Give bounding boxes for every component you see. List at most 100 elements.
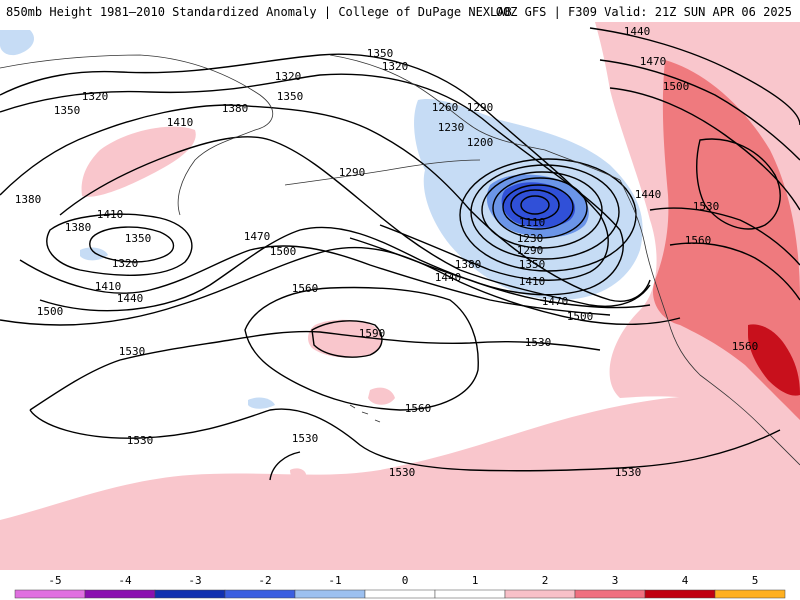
- negative-anomaly-small-2: [248, 397, 275, 409]
- height-contours: [0, 27, 800, 481]
- positive-anomaly-central: [308, 319, 382, 358]
- contour-label: 1230: [517, 232, 544, 245]
- contour-label: 1440: [624, 25, 651, 38]
- contour-1350-closed: [89, 226, 175, 263]
- color-scale-legend: -5 -4 -3 -2 -1 0 1 2 3 4 5: [14, 574, 786, 599]
- alaska-coastline: [329, 54, 621, 181]
- legend-color-segment: [14, 589, 86, 599]
- positive-anomaly-east-strong: [748, 324, 800, 396]
- contour-label: 1470: [244, 230, 271, 243]
- contour-label: 1440: [635, 188, 662, 201]
- legend-color-segment: [714, 589, 786, 599]
- contour-1590-a: [311, 320, 383, 358]
- legend-color-segment: [154, 589, 226, 599]
- contour-label: 1530: [389, 466, 416, 479]
- positive-anomaly-south: [0, 395, 800, 570]
- model-run-info: 00Z GFS | F309 Valid: 21Z SUN APR 06 202…: [495, 5, 792, 19]
- legend-color-segment: [84, 589, 156, 599]
- na-west-coast: [619, 179, 800, 466]
- contour-1410-a: [59, 136, 651, 307]
- contour-label: 1410: [95, 280, 122, 293]
- contour-label: 1530: [525, 336, 552, 349]
- contour-1200: [492, 177, 588, 239]
- contour-1530-b: [29, 408, 781, 472]
- contour-label: 1380: [65, 221, 92, 234]
- legend-tick-label: -3: [188, 574, 201, 587]
- anomaly-shading: [0, 22, 800, 570]
- contour-label: 1110: [519, 216, 546, 229]
- contour-1440-a: [19, 245, 611, 316]
- contour-label: 1470: [542, 295, 569, 308]
- legend-color-segment: [364, 589, 436, 599]
- legend-tick-label: -1: [328, 574, 341, 587]
- legend-color-segment: [224, 589, 296, 599]
- contour-label: 1350: [367, 47, 394, 60]
- asia-coastline: [0, 54, 273, 216]
- contour-label: 1230: [438, 121, 465, 134]
- contour-label: 1500: [567, 310, 594, 323]
- contour-label: 1500: [663, 80, 690, 93]
- contour-1560-a: [244, 286, 479, 411]
- legend-tick-label: 4: [682, 574, 689, 587]
- contour-1530-c: [269, 451, 301, 481]
- legend-tick-label: -5: [48, 574, 61, 587]
- aleutian-arc: [284, 159, 481, 186]
- legend-tick-label: 2: [542, 574, 549, 587]
- legend-tick-label: 0: [402, 574, 409, 587]
- contour-label: 1530: [119, 345, 146, 358]
- contour-1260: [470, 164, 620, 260]
- contour-1170: [502, 184, 574, 230]
- contour-1110: [520, 195, 550, 215]
- contour-label: 1560: [292, 282, 319, 295]
- contour-label: 1410: [167, 116, 194, 129]
- contour-1140: [510, 189, 560, 221]
- contour-label: 1320: [112, 257, 139, 270]
- legend-tick-label: 3: [612, 574, 619, 587]
- contour-label: 1500: [270, 245, 297, 258]
- positive-anomaly-west: [81, 126, 196, 197]
- legend-bar: [14, 589, 786, 599]
- contour-label: 1320: [275, 70, 302, 83]
- contour-1500-a: [0, 246, 681, 326]
- contour-label: 1380: [222, 102, 249, 115]
- contour-labels: 1350 1320 1350 1320 1380 1410 1350 1320 …: [15, 25, 759, 479]
- contour-label: 1350: [519, 258, 546, 271]
- contour-label: 1590: [359, 327, 386, 340]
- legend-color-segment: [504, 589, 576, 599]
- contour-1440-east: [589, 27, 800, 126]
- contour-1320-a: [0, 53, 609, 281]
- contour-label: 1320: [82, 90, 109, 103]
- legend-color-segment: [644, 589, 716, 599]
- legend-tick-label: 1: [472, 574, 479, 587]
- legend-color-segment: [434, 589, 506, 599]
- contour-label: 1530: [127, 434, 154, 447]
- contour-label: 1200: [467, 136, 494, 149]
- contour-label: 1440: [117, 292, 144, 305]
- legend-tick-label: 5: [752, 574, 759, 587]
- contour-1470-a: [39, 226, 651, 312]
- contour-label: 1290: [339, 166, 366, 179]
- contour-label: 1350: [125, 232, 152, 245]
- contour-label: 1410: [519, 275, 546, 288]
- contour-east-loop: [696, 138, 781, 230]
- negative-anomaly-small-1: [80, 247, 108, 261]
- anomaly-map: 1350 1320 1350 1320 1380 1410 1350 1320 …: [0, 22, 800, 570]
- legend-color-segment: [574, 589, 646, 599]
- legend-tick-label: -4: [118, 574, 132, 587]
- contour-label: 1500: [37, 305, 64, 318]
- contour-1560-east: [669, 242, 800, 301]
- contour-1230: [481, 171, 603, 249]
- contour-label: 1380: [15, 193, 42, 206]
- legend-tick-label: -2: [258, 574, 271, 587]
- contour-label: 1560: [405, 402, 432, 415]
- contour-1470-east: [599, 59, 800, 161]
- positive-anomaly-dot-1: [368, 387, 395, 405]
- map-header: 850mb Height 1981–2010 Standardized Anom…: [0, 0, 800, 22]
- contour-1530-a: [29, 330, 601, 411]
- contour-1380-closed: [46, 213, 193, 276]
- contour-label: 1380: [455, 258, 482, 271]
- contour-label: 1290: [517, 244, 544, 257]
- coastlines: [0, 54, 800, 466]
- contour-label: 1530: [615, 466, 642, 479]
- contour-label: 1260: [432, 101, 459, 114]
